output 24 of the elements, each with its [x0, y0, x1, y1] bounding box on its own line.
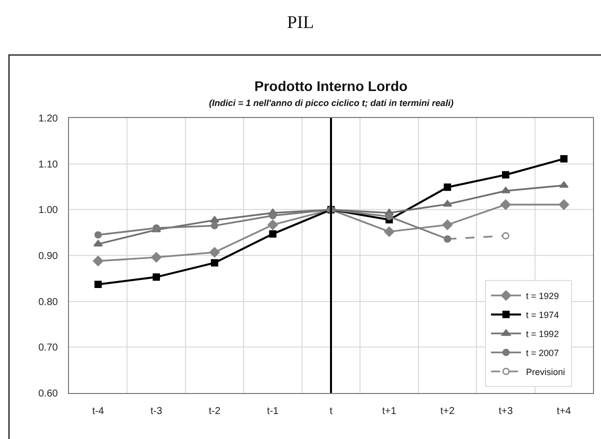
y-tick-label: 0.90 [38, 251, 58, 262]
x-tick-label: t+1 [382, 406, 397, 418]
y-tick-label: 1.00 [38, 205, 58, 216]
x-tick-label: t-2 [208, 406, 221, 418]
x-tick-label: t [330, 406, 333, 418]
x-tick-label: t-1 [266, 406, 280, 418]
legend-label: t = 1974 [526, 310, 559, 320]
y-tick-label: 1.20 [38, 114, 58, 124]
y-tick-label: 0.70 [38, 342, 58, 354]
x-tick-label: t+2 [440, 406, 455, 418]
text: PIL [287, 12, 314, 32]
x-tick-label: t+3 [498, 406, 514, 418]
legend-label: t = 1929 [526, 290, 559, 301]
legend-label: t = 2007 [526, 348, 559, 358]
x-tick-label: t-4 [92, 406, 104, 418]
legend-label: t = 1992 [526, 328, 559, 339]
y-tick-label: 0.80 [38, 296, 58, 308]
y-tick-label: 1.10 [38, 159, 58, 170]
x-tick-label: t-3 [150, 406, 163, 418]
chart-title: Prodotto Interno Lordo [254, 78, 408, 94]
legend-label: Previsioni [526, 366, 566, 377]
x-tick-label: t+4 [556, 406, 572, 418]
y-tick-label: 0.60 [38, 388, 58, 400]
chart-subtitle: (Indici = 1 nell'anno di picco ciclico t; dati in termini reali) [209, 98, 454, 108]
